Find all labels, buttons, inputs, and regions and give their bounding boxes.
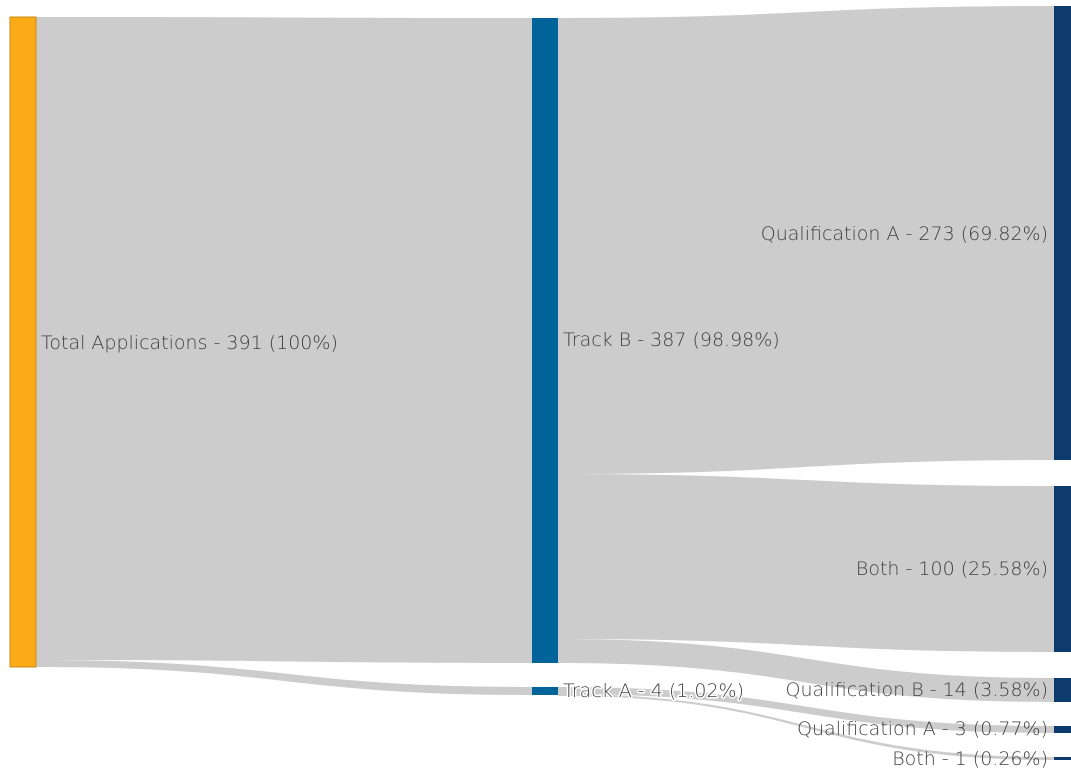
node-both-b[interactable] <box>1054 486 1071 652</box>
node-label-both-b: Both - 100 (25.58%) <box>856 558 1048 580</box>
node-track-a[interactable] <box>532 687 558 695</box>
link-track-a-to-both-a[interactable] <box>558 694 1054 760</box>
sankey-labels: Total Applications - 391 (100%) Track B -… <box>41 223 1048 770</box>
link-total-to-track-b[interactable] <box>36 17 532 663</box>
sankey-links <box>36 6 1054 760</box>
node-both-a[interactable] <box>1054 757 1071 760</box>
link-track-b-to-both-b[interactable] <box>558 474 1054 652</box>
node-qual-a-a[interactable] <box>1054 726 1071 733</box>
node-label-qual-a-a: Qualification A - 3 (0.77%) <box>797 718 1048 740</box>
sankey-nodes <box>9 6 1071 760</box>
node-label-qual-b: Qualification B - 14 (3.58%) <box>786 679 1048 701</box>
node-label-track-a: Track A - 4 (1.02%) <box>563 680 744 702</box>
node-label-both-a: Both - 1 (0.26%) <box>892 748 1048 770</box>
link-total-to-track-a[interactable] <box>36 660 532 695</box>
node-label-qual-a-b: Qualification A - 273 (69.82%) <box>761 223 1048 245</box>
link-track-a-to-qual-a-a[interactable] <box>558 687 1054 733</box>
link-track-b-to-qual-a-b[interactable] <box>558 6 1054 474</box>
node-label-track-b: Track B - 387 (98.98%) <box>563 329 780 351</box>
node-track-b[interactable] <box>532 18 558 663</box>
node-qual-b[interactable] <box>1054 678 1071 702</box>
node-qual-a-b[interactable] <box>1054 6 1071 460</box>
node-total[interactable] <box>9 16 37 668</box>
node-label-total: Total Applications - 391 (100%) <box>41 332 338 354</box>
link-track-b-to-qual-b[interactable] <box>558 639 1054 702</box>
